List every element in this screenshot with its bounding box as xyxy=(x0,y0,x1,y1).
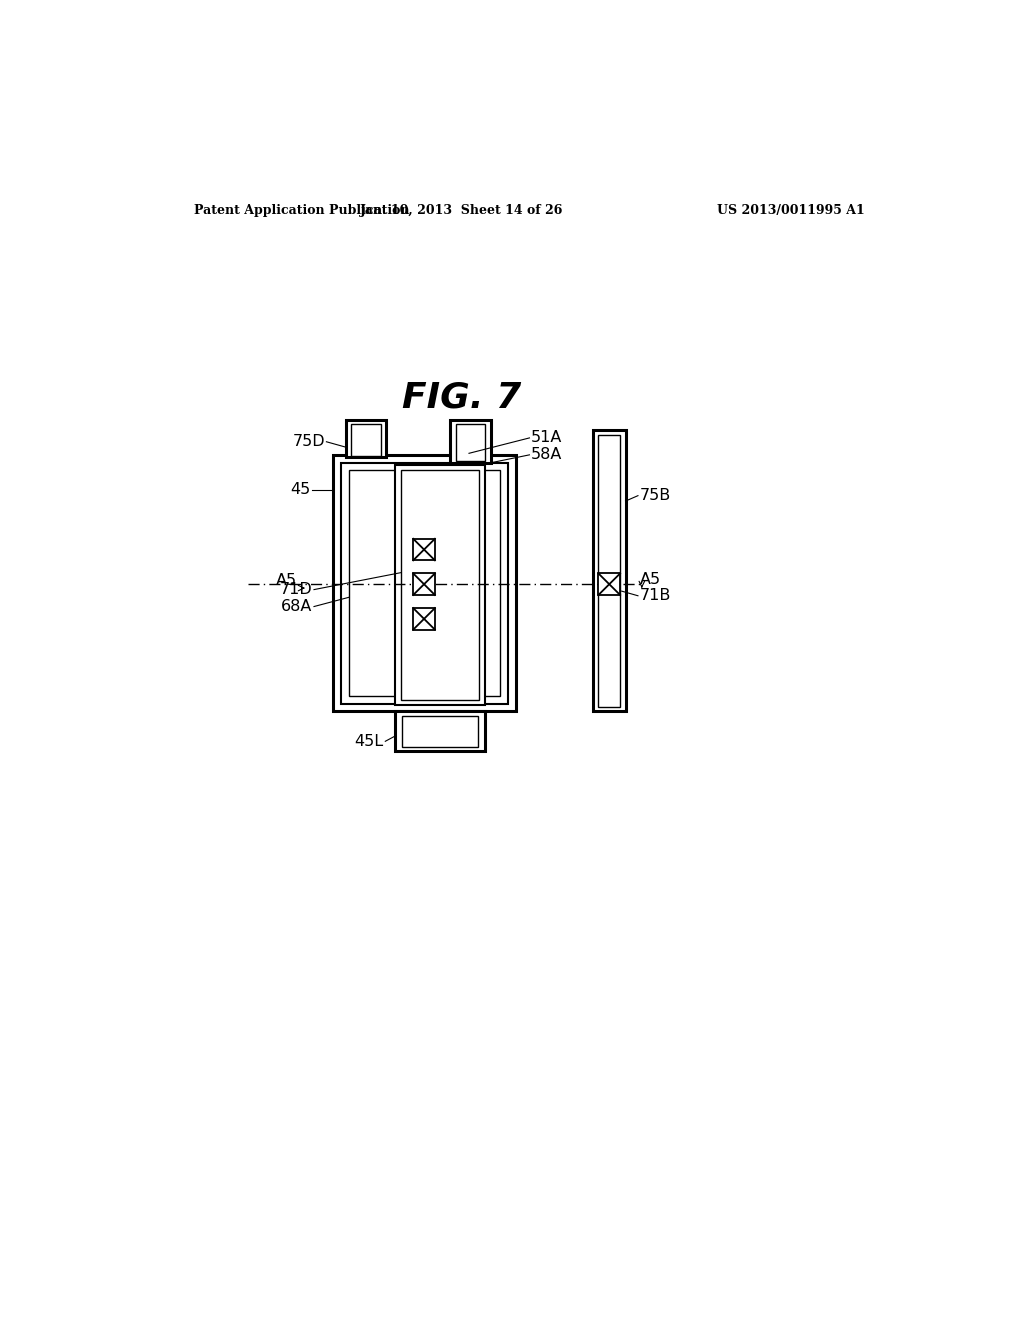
Text: Jan. 10, 2013  Sheet 14 of 26: Jan. 10, 2013 Sheet 14 of 26 xyxy=(359,205,563,218)
Bar xyxy=(395,711,484,751)
Text: 45: 45 xyxy=(290,482,310,498)
Bar xyxy=(401,715,478,747)
Text: 75D: 75D xyxy=(293,434,326,449)
Bar xyxy=(349,470,500,696)
Text: 71D: 71D xyxy=(280,582,312,597)
Text: 68A: 68A xyxy=(281,599,312,614)
Text: US 2013/0011995 A1: US 2013/0011995 A1 xyxy=(717,205,864,218)
Text: 75B: 75B xyxy=(640,488,671,503)
Text: 58A: 58A xyxy=(531,447,562,462)
Text: FIG. 7: FIG. 7 xyxy=(401,380,521,414)
Bar xyxy=(414,573,435,595)
Text: 71B: 71B xyxy=(640,589,671,603)
Bar xyxy=(456,424,485,461)
Bar xyxy=(400,470,479,700)
Bar xyxy=(598,573,621,595)
Bar xyxy=(351,424,381,455)
Bar xyxy=(451,420,490,462)
Bar xyxy=(334,455,515,711)
Bar xyxy=(593,430,626,711)
Text: A5: A5 xyxy=(640,572,660,587)
Text: Patent Application Publication: Patent Application Publication xyxy=(194,205,410,218)
Bar xyxy=(346,420,386,457)
Bar xyxy=(395,465,484,705)
Text: 51A: 51A xyxy=(531,430,562,445)
Text: A5: A5 xyxy=(275,573,297,587)
Bar xyxy=(598,434,621,706)
Bar xyxy=(341,462,508,704)
Bar xyxy=(414,609,435,630)
Bar xyxy=(414,539,435,561)
Text: 45L: 45L xyxy=(354,734,384,748)
